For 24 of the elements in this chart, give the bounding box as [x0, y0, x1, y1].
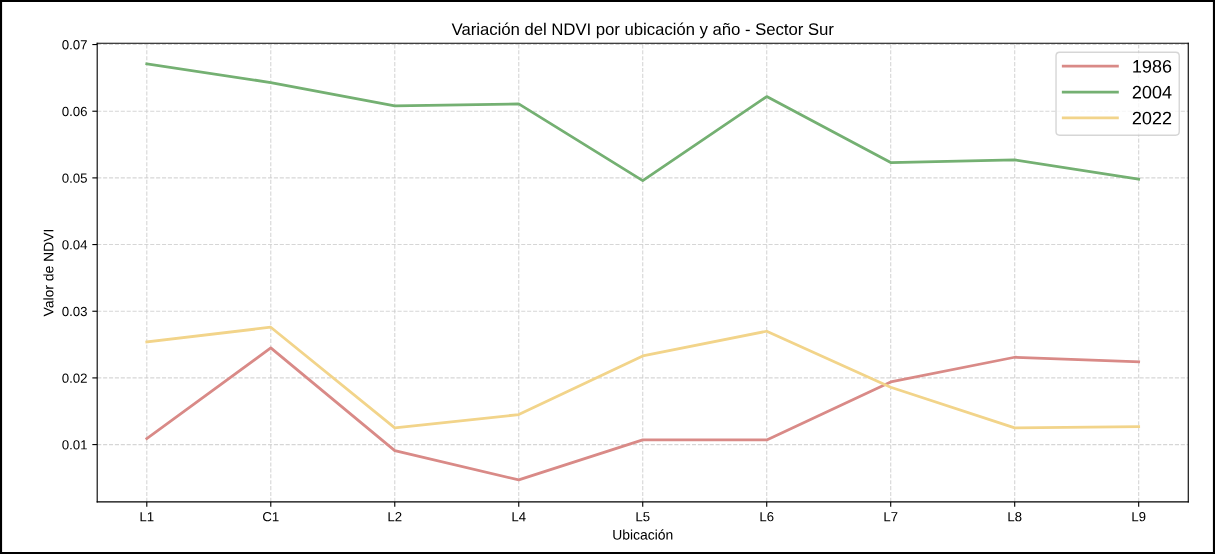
x-tick-label: L5 [636, 512, 650, 522]
y-tick-label: 0.06 [62, 106, 87, 117]
x-tick-label: L1 [140, 512, 154, 522]
x-tick-label: L2 [388, 511, 402, 522]
y-tick-label: 0.03 [62, 306, 87, 317]
x-tick-label: L9 [1132, 511, 1146, 522]
legend-label: 2004 [1132, 85, 1172, 99]
y-tick-label: 0.07 [62, 40, 87, 50]
x-tick-label: L7 [884, 512, 898, 522]
x-tick-label: L6 [760, 511, 774, 522]
line-series [145, 325, 1141, 430]
y-axis-title: Valor de NDVI [43, 229, 54, 317]
x-tick-label: C1 [263, 511, 279, 522]
y-tick-label: 0.02 [62, 373, 87, 383]
line-series [145, 346, 1141, 482]
chart-title: Variación del NDVI por ubicación y año - Sector Sur [451, 22, 834, 39]
x-tick-label: L4 [512, 512, 526, 522]
y-tick-label: 0.05 [62, 173, 87, 183]
y-tick-label: 0.04 [62, 240, 88, 250]
legend-label: 1986 [1133, 59, 1172, 73]
x-axis-title: Ubicación [613, 529, 673, 540]
x-tick-label: L8 [1008, 511, 1022, 522]
legend-label: 2022 [1132, 111, 1172, 125]
y-tick-label: 0.01 [62, 440, 87, 450]
